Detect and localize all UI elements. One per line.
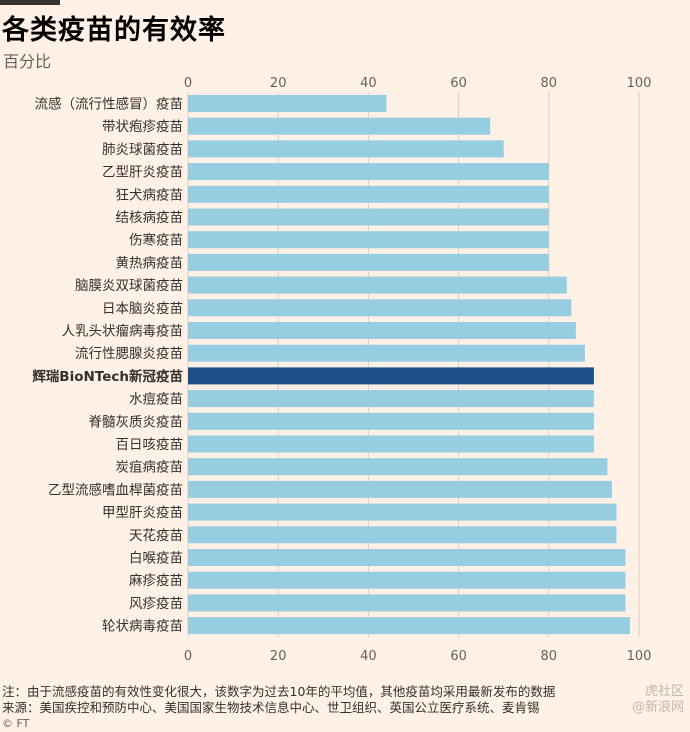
bar xyxy=(188,503,617,521)
bar xyxy=(188,480,612,498)
bar xyxy=(188,253,549,271)
x-tick-label-top: 100 xyxy=(627,76,652,91)
x-tick-label-top: 40 xyxy=(360,76,377,91)
category-label: 百日咳疫苗 xyxy=(116,437,184,453)
category-label: 辉瑞BioNTech新冠疫苗 xyxy=(32,368,183,385)
x-tick-label-top: 0 xyxy=(184,76,192,91)
category-label: 伤寒疫苗 xyxy=(129,232,183,249)
footnote-note: 注：由于流感疫苗的有效性变化很大，该数字为过去10年的平均值，其他疫苗均采用最新… xyxy=(2,684,556,699)
category-label: 流行性腮腺炎疫苗 xyxy=(75,346,183,362)
bar xyxy=(188,231,549,249)
category-label: 人乳头状瘤病毒疫苗 xyxy=(62,323,184,340)
x-tick-label-bottom: 60 xyxy=(450,649,467,664)
category-label: 日本脑炎疫苗 xyxy=(102,301,183,317)
x-tick-label-bottom: 20 xyxy=(270,649,287,664)
bar xyxy=(188,390,594,408)
category-label: 肺炎球菌疫苗 xyxy=(102,142,183,158)
watermark-line2: @新浪网 xyxy=(631,700,684,715)
category-label: 轮状病毒疫苗 xyxy=(102,619,183,635)
bar xyxy=(188,458,608,476)
category-label: 白喉疫苗 xyxy=(129,551,183,567)
category-label: 结核病疫苗 xyxy=(116,210,184,226)
category-label: 炭疽病疫苗 xyxy=(116,460,184,476)
bar xyxy=(188,95,387,112)
bar xyxy=(188,208,549,226)
bar xyxy=(188,526,617,544)
x-tick-label-bottom: 100 xyxy=(627,649,652,664)
x-tick-label-top: 20 xyxy=(270,76,287,91)
bar xyxy=(188,594,626,612)
bar xyxy=(188,117,491,135)
bar-chart: 0 0 20 20 40 40 60 60 80 80 100 100 流感（流行性感冒）疫苗带状疱疹疫… xyxy=(32,76,652,664)
bar xyxy=(188,276,567,294)
top-rule xyxy=(0,0,60,5)
category-label: 带状疱疹疫苗 xyxy=(102,119,183,135)
category-label: 天花疫苗 xyxy=(129,528,183,544)
bar xyxy=(188,163,549,181)
category-label: 水痘疫苗 xyxy=(129,392,183,408)
bar xyxy=(188,185,549,203)
bar xyxy=(188,322,576,339)
ft-credit: © FT xyxy=(2,717,30,730)
bar xyxy=(188,435,594,453)
category-label: 麻疹疫苗 xyxy=(129,573,183,589)
x-tick-label-bottom: 80 xyxy=(541,649,558,664)
watermark: 虎社区 @新浪网 xyxy=(632,684,684,716)
category-label: 乙型流感嗜血桿菌疫苗 xyxy=(48,481,183,498)
bar xyxy=(188,140,504,158)
category-label: 黄热病疫苗 xyxy=(116,255,184,271)
category-label: 脊髓灰质炎疫苗 xyxy=(89,414,184,430)
bar xyxy=(188,367,594,385)
bar xyxy=(188,344,585,362)
chart-title: 各类疫苗的有效率 xyxy=(2,15,226,46)
category-label: 乙型肝炎疫苗 xyxy=(102,165,183,181)
bar xyxy=(188,571,626,589)
category-label: 甲型肝炎疫苗 xyxy=(102,505,183,521)
category-label: 狂犬病疫苗 xyxy=(116,187,184,203)
footnotes: 注：由于流感疫苗的有效性变化很大，该数字为过去10年的平均值，其他疫苗均采用最新… xyxy=(2,684,555,716)
footnote-source: 来源：美国疾控和预防中心、美国国家生物技术信息中心、世卫组织、英国公立医疗系统、… xyxy=(2,700,540,715)
bar xyxy=(188,549,626,566)
chart-subtitle: 百分比 xyxy=(3,52,52,71)
bar xyxy=(188,299,572,317)
category-label: 风疹疫苗 xyxy=(129,596,183,612)
x-tick-label-bottom: 40 xyxy=(360,649,377,664)
x-tick-label-top: 60 xyxy=(450,76,467,91)
category-label: 脑膜炎双球菌疫苗 xyxy=(75,278,183,294)
category-label: 流感（流行性感冒）疫苗 xyxy=(35,96,184,113)
x-tick-label-bottom: 0 xyxy=(184,649,192,664)
bar xyxy=(188,412,594,430)
x-tick-label-top: 80 xyxy=(541,76,558,91)
watermark-line1: 虎社区 xyxy=(644,684,684,699)
bar xyxy=(188,617,630,635)
